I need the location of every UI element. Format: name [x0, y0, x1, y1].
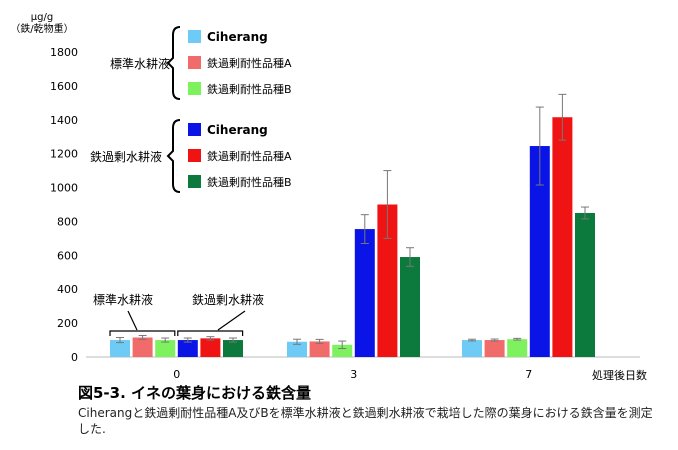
caption-body: Ciherangと鉄過剰耐性品種A及びBを標準水耕液と鉄過剰水耕液で栽培した際の… [78, 406, 653, 436]
legend-label: 鉄過剰耐性品種A [207, 149, 292, 163]
legend-swatch [188, 30, 201, 43]
legend-group-label: 標準水耕液 [110, 56, 170, 71]
bar [575, 212, 595, 357]
legend-swatch [188, 175, 201, 188]
plot-area: 0 200 400 600 800 1000 1200 1400 1600 1800 0 3 7 [50, 46, 640, 381]
y-unit-label: μg/g [31, 12, 53, 23]
legend-swatch [188, 149, 201, 162]
bar [354, 229, 375, 357]
legend-label: 鉄過剰耐性品種B [207, 82, 292, 96]
legend-label: Ciherang [207, 30, 268, 44]
caption-title: 図5-3. イネの葉身における鉄含量 [78, 384, 312, 402]
annotation-right: 鉄過剰水耕液 [192, 292, 264, 307]
y-tick-label: 800 [57, 215, 78, 228]
y-tick-label: 1400 [50, 114, 78, 127]
annotation-pointer-right [217, 310, 246, 331]
bar [400, 257, 420, 357]
bar [552, 117, 573, 357]
bar [484, 340, 505, 357]
bar [529, 146, 550, 357]
legend-bracket [166, 119, 181, 193]
legend-swatch [188, 56, 201, 69]
legend-label: Ciherang [207, 123, 268, 137]
y-tick-label: 400 [57, 283, 78, 296]
annotation-bracket-right [177, 330, 244, 336]
legend-bracket [166, 26, 181, 100]
bar [507, 339, 528, 357]
bar [332, 344, 353, 357]
x-tick-label: 3 [350, 368, 357, 381]
x-axis-label: 処理後日数 [592, 368, 647, 382]
y-tick-label: 1000 [50, 182, 78, 195]
legend-group-label: 鉄過剰水耕液 [90, 149, 162, 164]
bar [287, 341, 307, 357]
x-tick-label: 7 [525, 368, 532, 381]
y-tick-label: 600 [57, 249, 78, 262]
y-tick-label: 0 [71, 351, 78, 364]
y-tick-label: 1600 [50, 80, 78, 93]
bar [223, 340, 243, 357]
iron-content-bar-chart: μg/g （鉄/乾物重） 処理後日数 0 200 400 600 800 1000 1200… [10, 12, 647, 382]
annotation-bracket-left [109, 330, 176, 336]
legend-swatch [188, 123, 201, 136]
x-tick-label: 0 [173, 368, 180, 381]
bar [462, 340, 482, 357]
legend: 標準水耕液 Ciherang 鉄過剰耐性品種A 鉄過剰耐性品種B 鉄過剰水耕液 Ciher… [90, 26, 292, 193]
y-tick-label: 1200 [50, 148, 78, 161]
legend-label: 鉄過剰耐性品種A [207, 56, 292, 70]
annotation-pointer-left [127, 310, 138, 331]
legend-label: 鉄過剰耐性品種B [207, 175, 292, 189]
annotation-left: 標準水耕液 [93, 292, 153, 307]
bar [377, 204, 398, 357]
group-annotations: 標準水耕液 鉄過剰水耕液 [93, 292, 264, 336]
figure-caption: 図5-3. イネの葉身における鉄含量 Ciherangと鉄過剰耐性品種A及びBを… [78, 384, 658, 437]
bar [155, 340, 176, 357]
legend-swatch [188, 82, 201, 95]
bar [110, 340, 130, 357]
bar [132, 337, 153, 357]
bar [200, 338, 221, 357]
y-unit-sublabel: （鉄/乾物重） [10, 22, 73, 35]
bar [309, 341, 330, 357]
y-tick-label: 200 [57, 317, 78, 330]
bar [177, 340, 198, 357]
y-tick-label: 1800 [50, 46, 78, 59]
